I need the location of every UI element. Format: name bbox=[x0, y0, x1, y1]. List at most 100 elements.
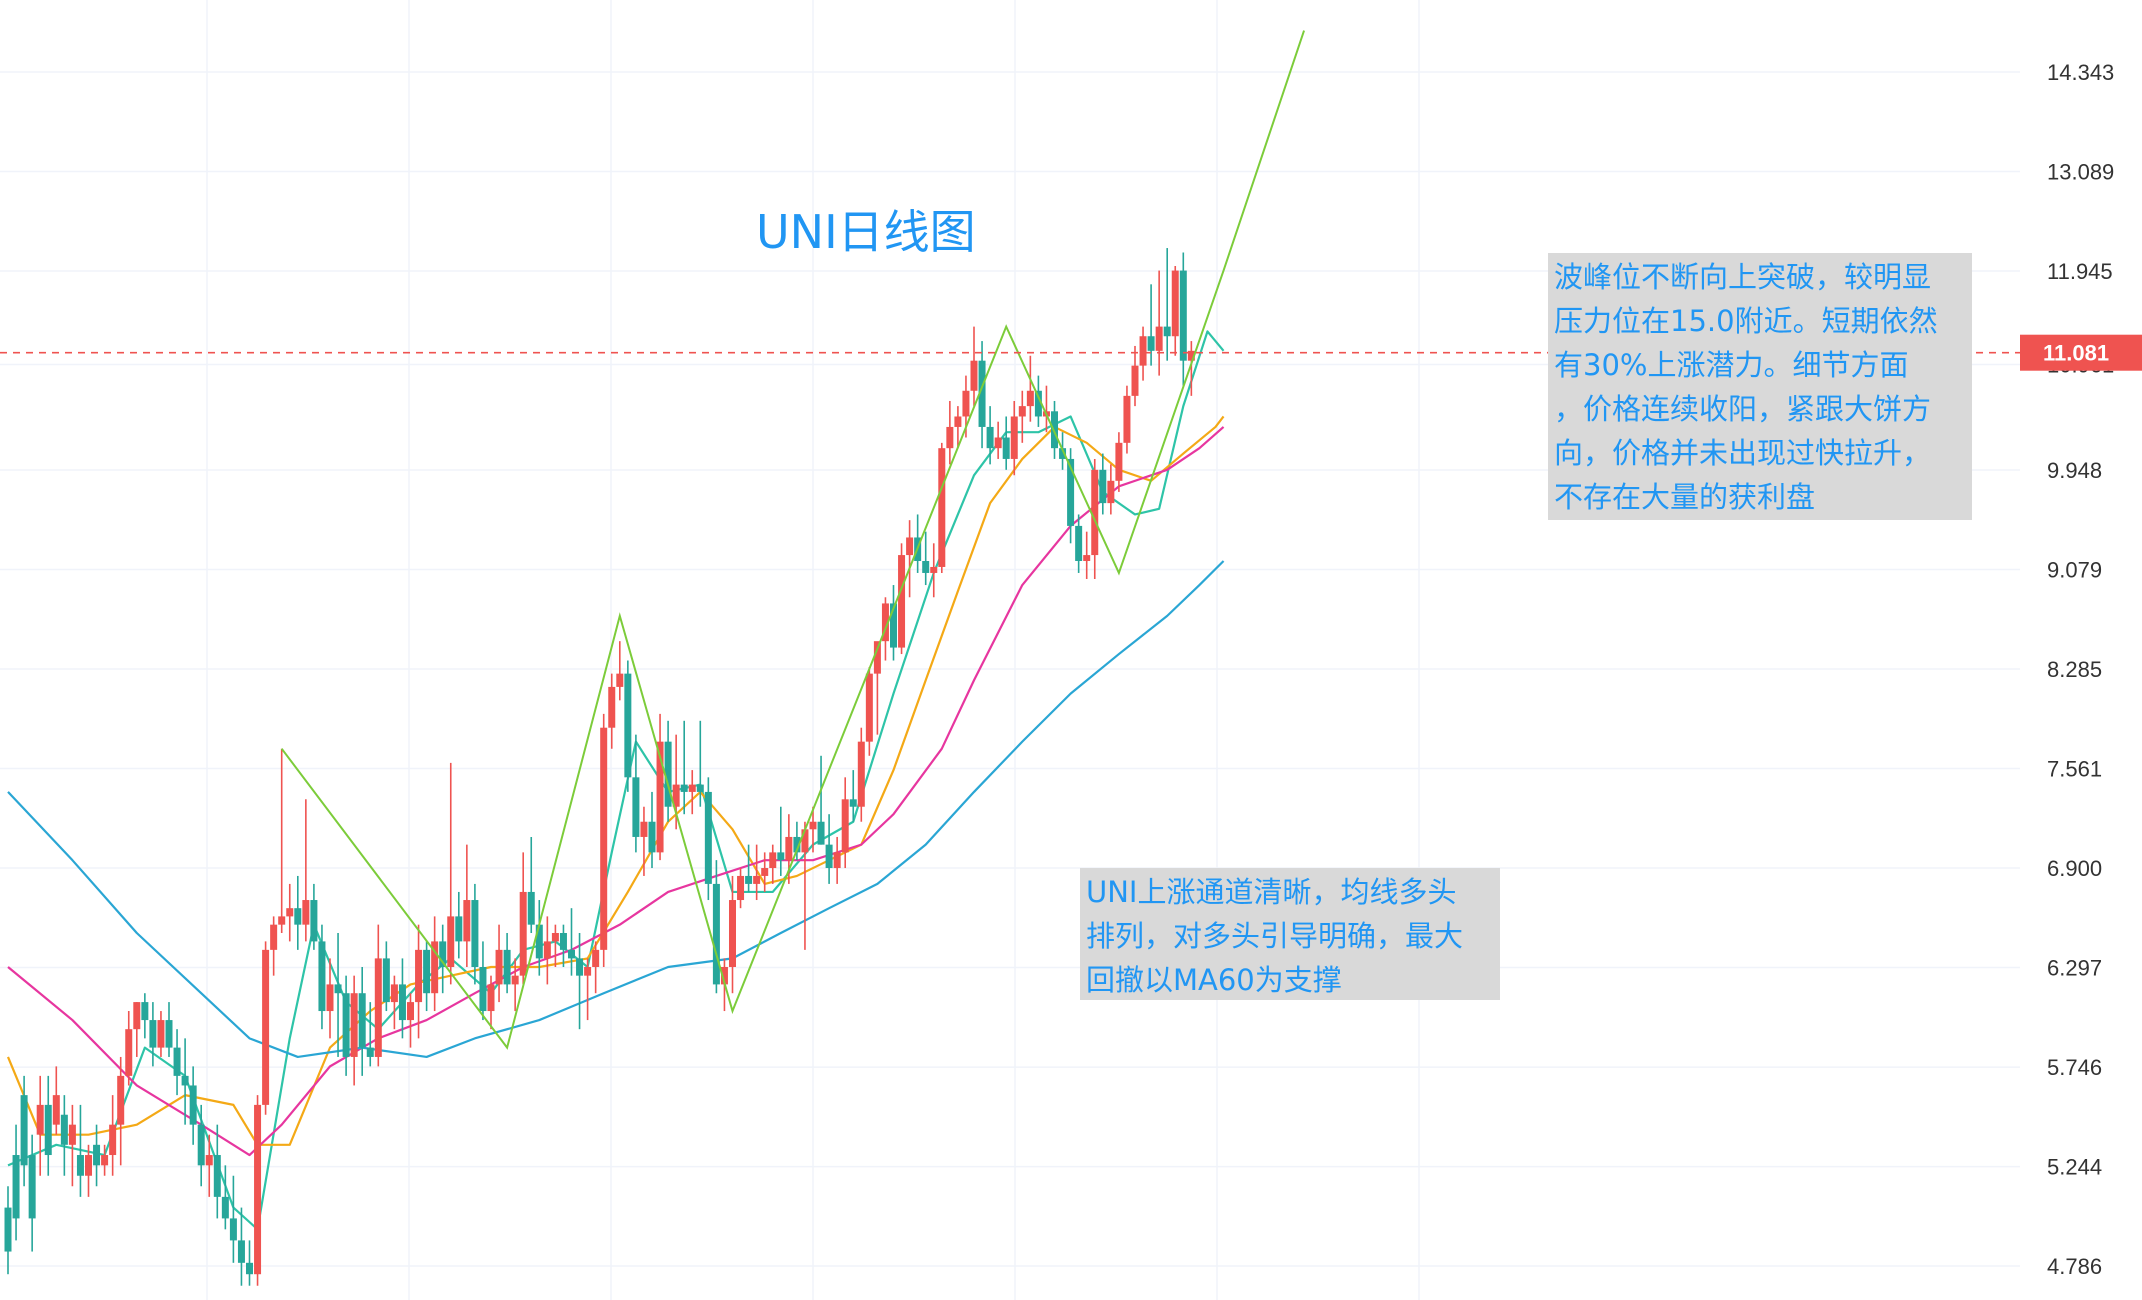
candle bbox=[85, 1144, 92, 1197]
candle bbox=[439, 924, 447, 994]
candle bbox=[262, 941, 270, 1115]
candle-body bbox=[881, 603, 889, 642]
candle bbox=[600, 713, 608, 967]
y-tick-label: 5.244 bbox=[2047, 1155, 2102, 1180]
candle bbox=[76, 1104, 84, 1197]
candle-body bbox=[688, 784, 696, 792]
candle-body bbox=[358, 993, 366, 1048]
candle bbox=[390, 975, 398, 1030]
candle bbox=[568, 908, 575, 976]
candle-body bbox=[946, 426, 954, 449]
candle-body bbox=[1059, 448, 1067, 459]
candle bbox=[1147, 284, 1155, 366]
candle-body bbox=[1131, 365, 1139, 396]
candle bbox=[36, 1075, 44, 1176]
annotation-bottom-line: 排列，对多头引导明确，最大 bbox=[1086, 919, 1464, 953]
candle-body bbox=[1083, 555, 1091, 562]
candle bbox=[1099, 453, 1107, 515]
candle bbox=[181, 1038, 189, 1125]
candle bbox=[632, 734, 640, 853]
candle-body bbox=[189, 1085, 197, 1125]
candle-body bbox=[318, 941, 326, 1012]
candle-body bbox=[1026, 390, 1034, 407]
candle-body bbox=[76, 1155, 84, 1176]
candle bbox=[954, 406, 962, 449]
candle bbox=[60, 1095, 68, 1176]
candle-body bbox=[624, 673, 632, 778]
candle-body bbox=[1018, 406, 1026, 417]
candle bbox=[415, 924, 423, 1039]
candle-body bbox=[278, 916, 286, 925]
candle-body bbox=[1067, 458, 1075, 526]
candle bbox=[157, 1011, 165, 1057]
candle bbox=[841, 777, 849, 869]
candle bbox=[833, 836, 841, 884]
candle-body bbox=[890, 603, 897, 648]
candle-body bbox=[930, 566, 938, 573]
candle-body bbox=[181, 1075, 189, 1086]
candle-body bbox=[535, 924, 543, 959]
candle-body bbox=[93, 1144, 101, 1166]
candle bbox=[318, 924, 326, 1030]
candle bbox=[374, 924, 382, 1067]
candle-body bbox=[431, 941, 439, 994]
ma60-line bbox=[7, 560, 1225, 1059]
candle-body bbox=[737, 875, 745, 901]
candle-body bbox=[720, 966, 728, 985]
candle bbox=[616, 641, 624, 701]
candle-body bbox=[600, 727, 608, 950]
candle bbox=[1171, 266, 1179, 356]
candle-body bbox=[390, 984, 398, 1003]
candle bbox=[511, 958, 519, 1012]
candle bbox=[946, 400, 954, 465]
candle bbox=[970, 326, 978, 407]
candle-body bbox=[640, 821, 648, 837]
candle-body bbox=[1091, 469, 1099, 556]
candle-body bbox=[294, 908, 302, 925]
candle bbox=[334, 932, 342, 1057]
candle bbox=[922, 531, 930, 586]
candle-body bbox=[60, 1114, 68, 1145]
candle bbox=[109, 1095, 117, 1176]
candle-body bbox=[423, 949, 431, 994]
candle bbox=[753, 844, 761, 901]
candle-body bbox=[1139, 336, 1147, 366]
annotation-right-line: ，价格连续收阳，紧跟大饼方 bbox=[1554, 392, 1932, 426]
candle bbox=[310, 883, 318, 950]
candle bbox=[1123, 385, 1131, 454]
candle bbox=[1010, 400, 1018, 476]
candle-body bbox=[704, 791, 712, 884]
candle-body bbox=[28, 1155, 36, 1219]
candle-body bbox=[1163, 326, 1171, 337]
candle-body bbox=[262, 949, 270, 1105]
candle-body bbox=[922, 561, 930, 573]
candle bbox=[125, 1011, 133, 1086]
candle-body bbox=[511, 975, 519, 985]
candle bbox=[712, 860, 720, 994]
candle-body bbox=[648, 821, 656, 853]
candle-body bbox=[906, 537, 914, 556]
annotation-bottom: UNI上涨通道清晰，均线多头 排列，对多头引导明确，最大 回撤以MA60为支撑 bbox=[1080, 868, 1500, 1000]
candle bbox=[930, 543, 938, 598]
annotation-right-line: 压力位在15.0附近。短期依然 bbox=[1554, 304, 1938, 338]
candle-body bbox=[978, 360, 986, 427]
candle bbox=[825, 814, 833, 884]
candle-body bbox=[873, 641, 881, 674]
grid-lines bbox=[0, 0, 2020, 1300]
candle bbox=[938, 442, 946, 573]
candle-body bbox=[246, 1262, 253, 1275]
candle-body bbox=[1010, 416, 1018, 459]
candle bbox=[237, 1207, 245, 1286]
candle bbox=[624, 660, 632, 792]
candle-body bbox=[407, 1002, 414, 1021]
candle bbox=[398, 958, 406, 1039]
candle bbox=[761, 852, 769, 892]
candle bbox=[1075, 514, 1083, 573]
candle bbox=[688, 770, 696, 815]
candle bbox=[1034, 375, 1042, 427]
trend-lines bbox=[280, 30, 1305, 1050]
candle-body bbox=[632, 777, 640, 837]
candle-body bbox=[221, 1196, 229, 1219]
candle bbox=[487, 975, 495, 1030]
